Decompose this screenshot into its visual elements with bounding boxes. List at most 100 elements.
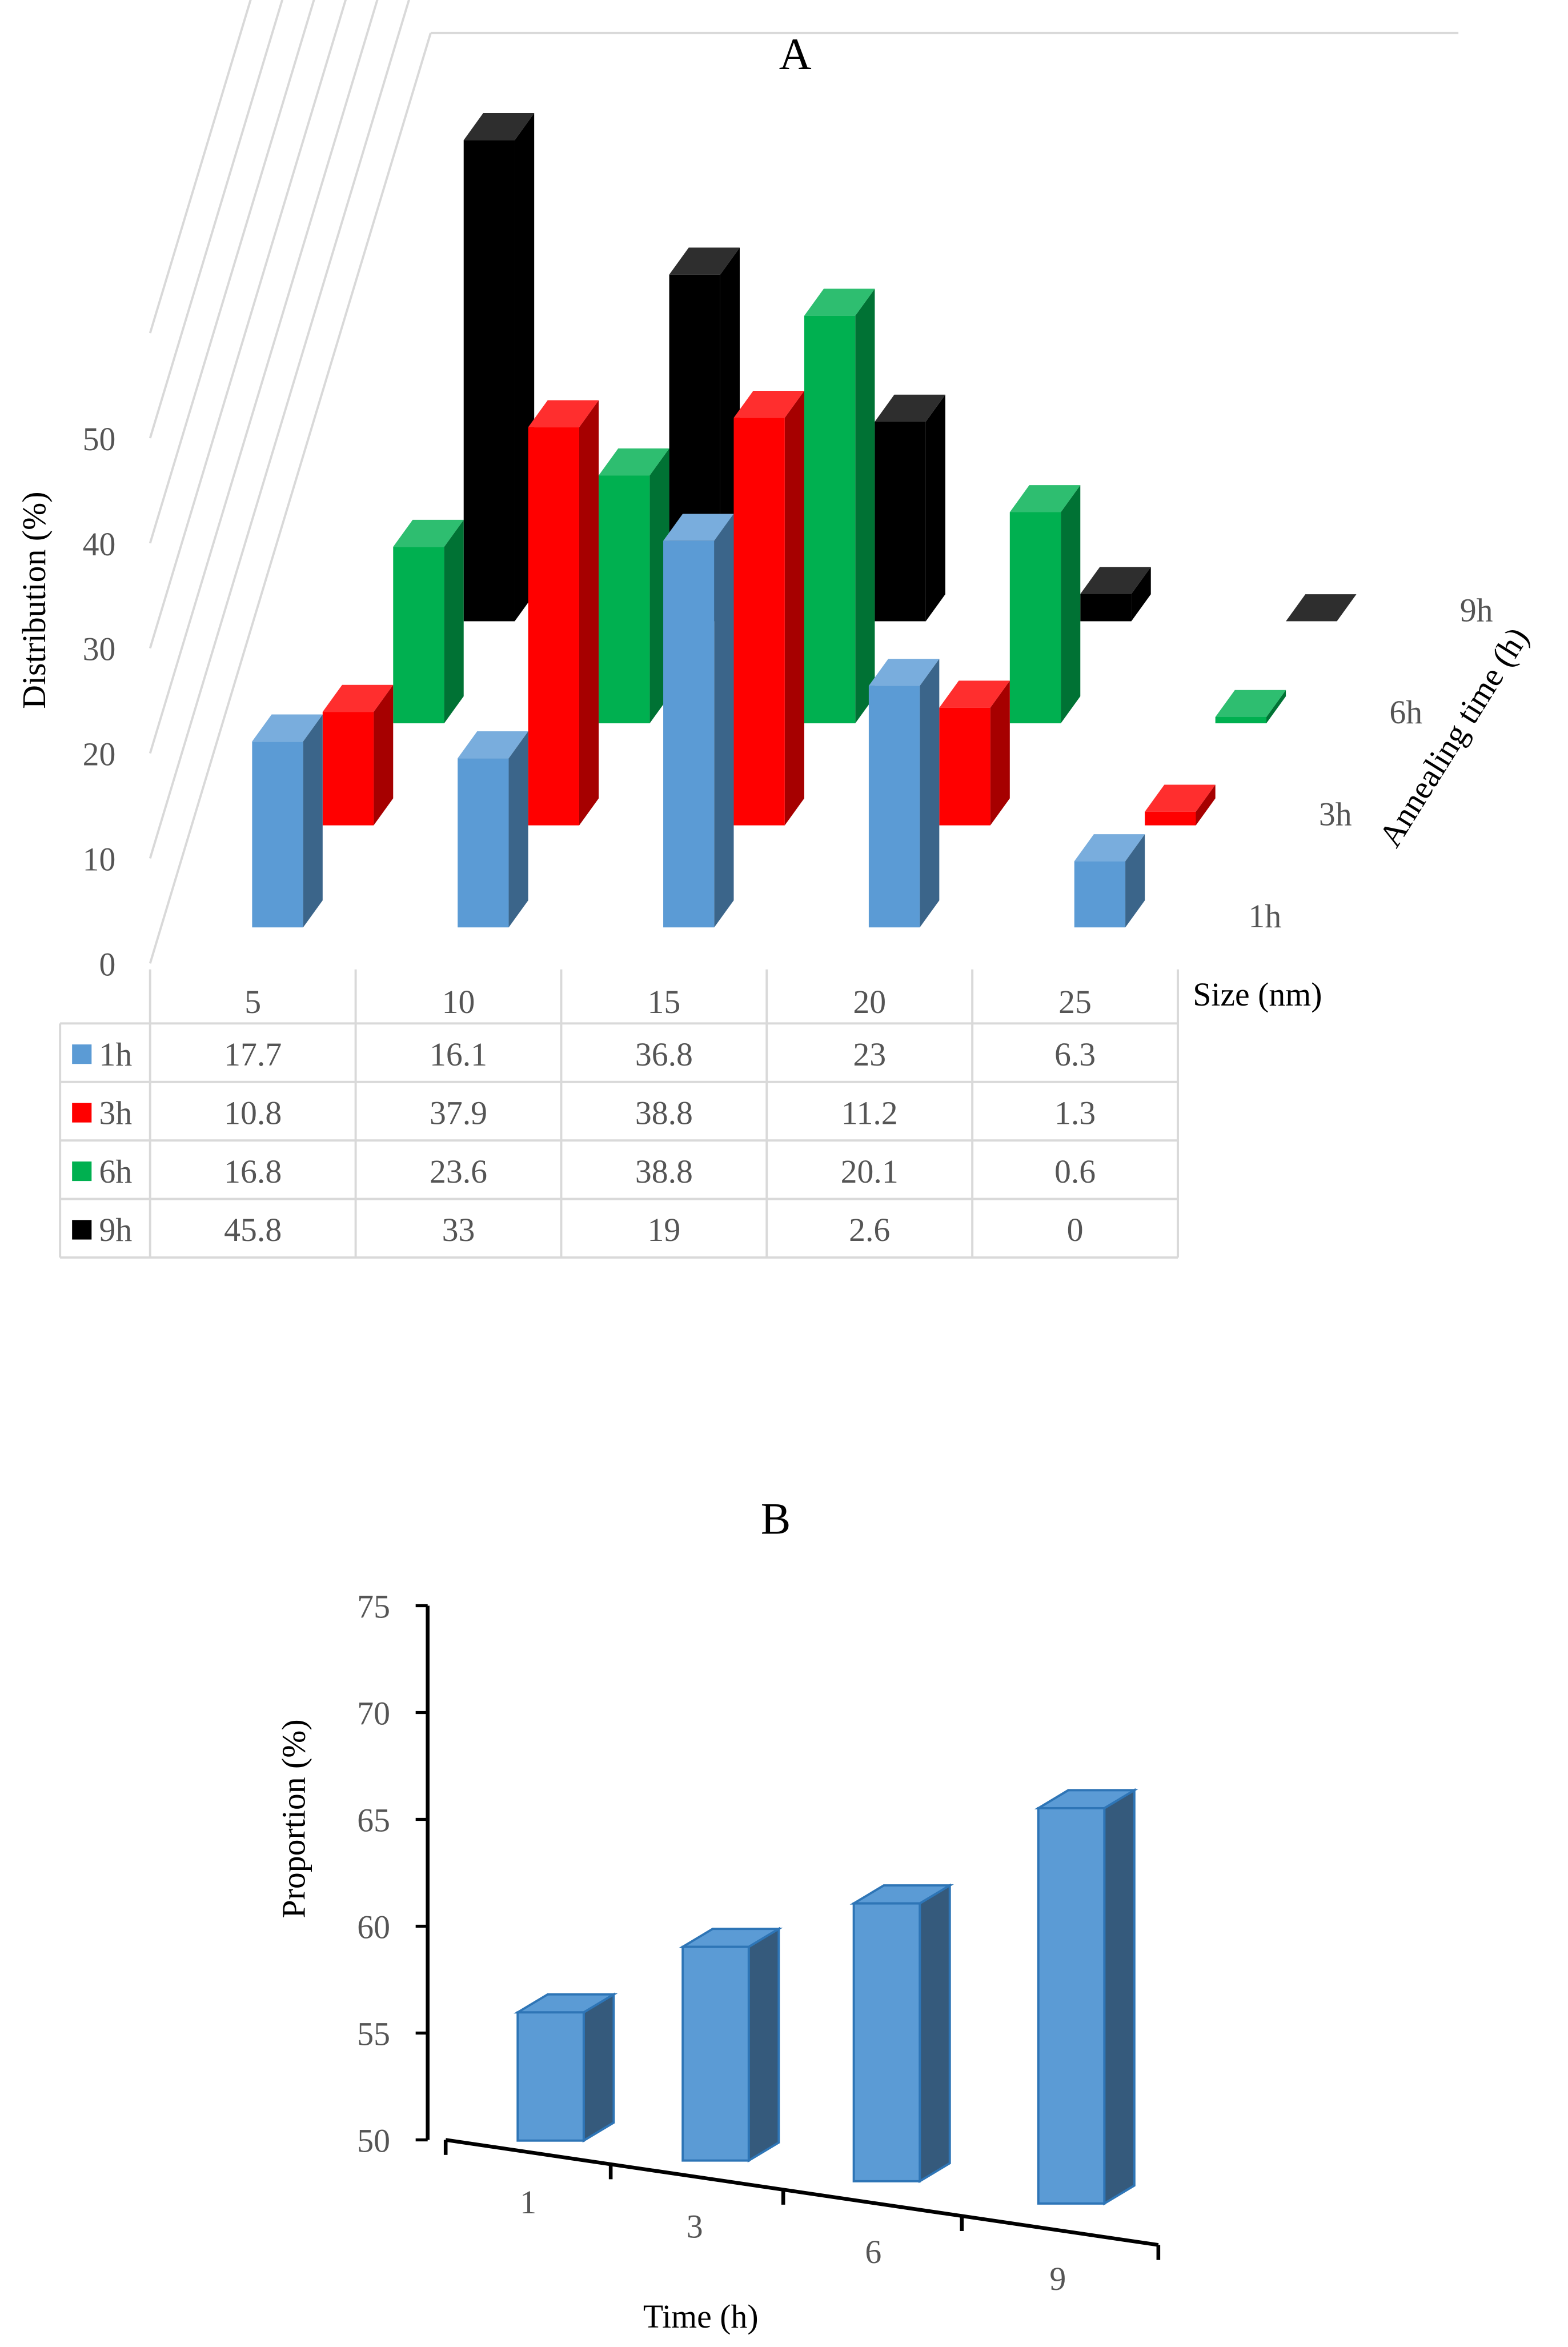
y-tick-label: 65 bbox=[357, 1803, 390, 1839]
bar-1h-5-front bbox=[252, 741, 303, 928]
table-cell: 37.9 bbox=[430, 1095, 487, 1131]
chart-a-gridlines bbox=[149, 0, 1459, 964]
chart-a-y-ticks: 0 10 20 30 40 50 bbox=[83, 422, 116, 983]
legend-label-3h: 3h bbox=[99, 1095, 132, 1131]
bar-3h-25 bbox=[1145, 784, 1216, 826]
chart-a-bars bbox=[252, 113, 1357, 928]
chart-b: B 50 55 60 65 70 75 1 3 6 9 Proportion (%) Time … bbox=[276, 1494, 1161, 2335]
gridline-diag bbox=[149, 0, 252, 334]
bar-3h-10 bbox=[528, 400, 599, 826]
bar-3h-10-top bbox=[528, 400, 599, 427]
gridline-diag bbox=[149, 0, 347, 649]
bar-3h-20 bbox=[939, 680, 1010, 826]
legend-label-9h: 9h bbox=[99, 1212, 132, 1248]
bar-9h-25-top bbox=[1286, 594, 1357, 622]
bar-1h-10-side bbox=[508, 731, 528, 928]
bar-6h-25-side bbox=[1266, 690, 1286, 724]
chart-b-x-axis-label: Time (h) bbox=[643, 2299, 759, 2335]
table-cell: 20.1 bbox=[841, 1154, 899, 1190]
bar-3h-15-side bbox=[784, 390, 804, 826]
bar-9h-15-top bbox=[875, 394, 945, 422]
gridline-diag bbox=[149, 0, 315, 544]
chart-a-depth-axis-label: Annealing time (h) bbox=[1372, 621, 1535, 853]
bar-time-3-side bbox=[747, 1927, 780, 2163]
bar-6h-25-front bbox=[1215, 716, 1266, 724]
chart-a-depth-labels: 1h 3h 6h 9h bbox=[1248, 592, 1493, 935]
bar-6h-15 bbox=[804, 289, 875, 724]
bar-9h-20 bbox=[1080, 567, 1151, 622]
table-cell: 1.3 bbox=[1054, 1095, 1096, 1131]
bar-1h-20 bbox=[868, 659, 940, 928]
bar-6h-10 bbox=[599, 448, 669, 724]
x-tick-label: 1 bbox=[520, 2185, 536, 2221]
y-tick-label: 30 bbox=[83, 632, 116, 668]
table-cell: 2.6 bbox=[849, 1212, 890, 1248]
chart-b-x-axis bbox=[445, 2138, 1159, 2247]
bar-time-9 bbox=[1034, 1788, 1138, 2206]
bar-6h-20-side bbox=[1061, 485, 1081, 724]
bar-6h-10-top bbox=[599, 448, 669, 476]
chart-b-bars bbox=[514, 1788, 1138, 2206]
y-tick-label: 75 bbox=[357, 1589, 390, 1625]
bar-time-1-side bbox=[582, 1992, 615, 2143]
y-tick-label: 0 bbox=[99, 947, 115, 983]
bar-9h-20-top bbox=[1080, 567, 1151, 594]
chart-b-x-ticks: 1 3 6 9 bbox=[443, 2140, 1161, 2297]
x-tick-label: 6 bbox=[865, 2234, 881, 2270]
bar-6h-10-front bbox=[599, 475, 650, 724]
chart-b-title: B bbox=[761, 1494, 791, 1544]
bar-6h-15-front bbox=[804, 315, 856, 724]
table-cell: 11.2 bbox=[841, 1095, 898, 1131]
y-tick-label: 50 bbox=[357, 2124, 390, 2160]
bar-9h-20-side bbox=[1131, 567, 1151, 622]
bar-9h-15-front bbox=[875, 422, 926, 622]
bar-9h-15-side bbox=[925, 394, 945, 622]
table-header-cell: 10 bbox=[442, 984, 475, 1020]
table-cell: 10.8 bbox=[224, 1095, 282, 1131]
table-cell: 16.1 bbox=[430, 1037, 487, 1073]
depth-label-1h: 1h bbox=[1248, 899, 1281, 935]
bar-6h-5 bbox=[393, 519, 464, 724]
y-tick-label: 70 bbox=[357, 1696, 390, 1732]
legend-key-3h bbox=[72, 1103, 92, 1123]
table-cell: 38.8 bbox=[635, 1154, 693, 1190]
y-tick-label: 20 bbox=[83, 737, 116, 773]
bar-time-9-side bbox=[1103, 1788, 1136, 2206]
bar-1h-15 bbox=[663, 514, 734, 928]
bar-9h-15 bbox=[875, 394, 945, 622]
bar-6h-20-top bbox=[1009, 485, 1081, 512]
table-cell: 0 bbox=[1067, 1212, 1084, 1248]
bar-6h-15-top bbox=[804, 289, 875, 316]
bar-6h-20 bbox=[1009, 485, 1081, 724]
gridline-diag bbox=[149, 0, 284, 439]
bar-3h-5 bbox=[322, 684, 394, 826]
bar-1h-10-front bbox=[458, 758, 509, 928]
chart-a-data-table: 5 10 15 20 25 1h 17.7 16.1 36.8 23 6.3 3h 10.8 37.9 38… bbox=[59, 969, 1179, 1259]
bar-6h-25 bbox=[1215, 690, 1286, 724]
bar-6h-5-front bbox=[393, 547, 444, 724]
bar-3h-5-top bbox=[322, 684, 394, 712]
legend-key-9h bbox=[72, 1220, 92, 1240]
bar-9h-20-front bbox=[1080, 594, 1132, 622]
bar-time-1-front bbox=[516, 2011, 585, 2142]
bar-3h-25-top bbox=[1145, 784, 1216, 812]
bar-time-1 bbox=[514, 1992, 618, 2143]
x-tick-label: 9 bbox=[1049, 2261, 1066, 2297]
bar-6h-25-top bbox=[1215, 690, 1286, 717]
y-tick-label: 60 bbox=[357, 1910, 390, 1946]
table-cell: 45.8 bbox=[224, 1212, 282, 1248]
legend-key-6h bbox=[72, 1161, 92, 1181]
y-tick-label: 50 bbox=[83, 422, 116, 458]
bar-time-6-front bbox=[852, 1902, 921, 2182]
gridline-diag bbox=[149, 0, 410, 859]
bar-3h-10-side bbox=[579, 400, 599, 826]
table-header-cell: 5 bbox=[244, 984, 261, 1020]
bar-3h-20-front bbox=[939, 707, 990, 826]
bar-9h-5 bbox=[463, 113, 535, 622]
legend-label-6h: 6h bbox=[99, 1154, 132, 1190]
bar-1h-20-front bbox=[868, 686, 920, 928]
bar-1h-5-side bbox=[303, 714, 323, 928]
table-cell: 0.6 bbox=[1054, 1154, 1096, 1190]
x-tick-label: 3 bbox=[687, 2209, 703, 2245]
